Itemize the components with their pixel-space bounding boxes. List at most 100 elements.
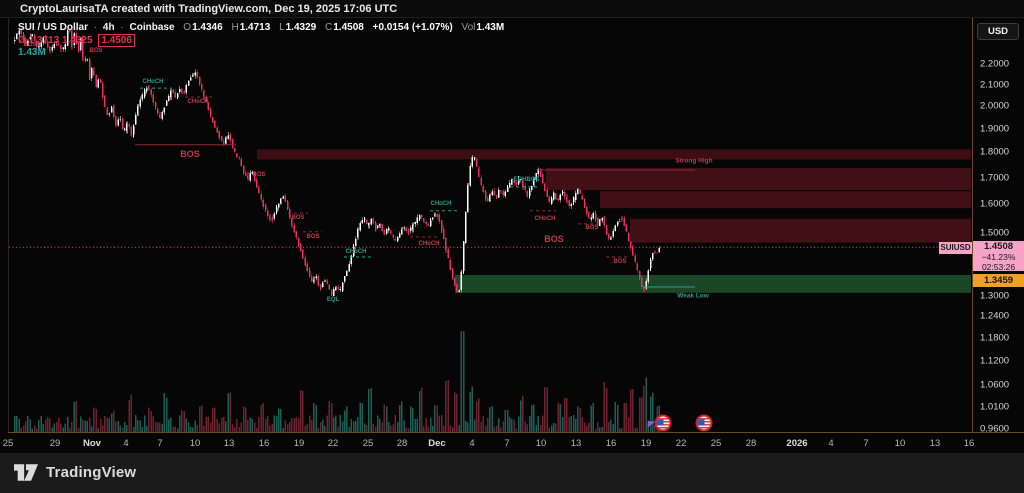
open-value: 1.4346	[192, 22, 223, 33]
symbol-row[interactable]: SUI / US Dollar · 4h · Coinbase O1.4346 …	[18, 22, 504, 33]
price-tick-label: 2.2000	[980, 58, 1010, 70]
currency-toggle-button[interactable]: USD	[977, 23, 1019, 40]
time-tick-label: 7	[157, 438, 163, 449]
price-tick-label: 1.9000	[980, 123, 1010, 134]
time-tick-label: 28	[396, 438, 408, 449]
tradingview-logo[interactable]: TradingView	[14, 464, 136, 481]
candles-layer	[14, 26, 661, 296]
structure-label-bos: BOS	[291, 215, 305, 221]
price-tick-label: 2.1000	[980, 79, 1010, 90]
high-value: 1.4713	[239, 22, 271, 33]
volume-label: Vol	[461, 22, 476, 33]
time-tick-label: 10	[894, 438, 906, 449]
price-tick-label: 1.3000	[980, 290, 1010, 302]
chart-left-border	[8, 18, 9, 453]
volume-indicator-row[interactable]: 1.43M	[18, 47, 504, 58]
alert-price-label[interactable]: 1.3459	[973, 274, 1024, 287]
indicator-row[interactable]: Ø 1.3713 1.4325 1.4506	[18, 34, 504, 47]
time-tick-label: 4	[123, 438, 129, 449]
price-tick-label: 2.0000	[980, 100, 1010, 112]
price-axis[interactable]: USD 2.2000 2.1000 2.0000 1.9000 1.8000 1.7000…	[972, 18, 1024, 435]
time-tick-label: Nov	[83, 438, 101, 449]
time-tick-label: 25	[710, 438, 722, 449]
time-tick-label: 25	[2, 438, 14, 449]
change-value: +0.0154 (+1.07%)	[372, 22, 453, 33]
supply-zone-2	[546, 168, 971, 191]
indicator-value-2: 1.4325	[61, 35, 93, 46]
structure-label-bos: BOS	[252, 172, 266, 178]
open-label: O	[183, 22, 192, 33]
structure-label-bos: BOS	[544, 234, 564, 244]
low-value: 1.4329	[285, 22, 317, 33]
time-tick-label: 4	[469, 438, 475, 449]
time-tick-label: 16	[963, 438, 975, 449]
structure-label-weak-low: Weak Low	[677, 292, 709, 300]
time-tick-label: 13	[570, 438, 582, 449]
low-label: L	[279, 22, 285, 33]
structure-label-bos: BOS	[585, 225, 599, 231]
time-tick-label: 22	[675, 438, 687, 449]
separator: ·	[93, 22, 98, 33]
attribution-text: CryptoLaurisaTA created with TradingView…	[20, 3, 398, 15]
last-price-label: 1.4508 −41.23% 02:53:26	[973, 241, 1024, 272]
structure-label-choch: CHoCH	[345, 249, 367, 255]
time-tick-label: 4	[828, 438, 834, 449]
structure-label-choch: CHoCH	[430, 201, 452, 207]
volume-value: 1.43M	[476, 22, 505, 33]
structure-label-choch: CHoCH	[142, 79, 164, 85]
price-line-symbol-tag: SUIUSD	[939, 242, 972, 254]
time-tick-label: 7	[863, 438, 869, 449]
price-tick-label: 1.6000	[980, 198, 1010, 210]
chart-legend: SUI / US Dollar · 4h · Coinbase O1.4346 …	[18, 22, 504, 58]
us-flag-event-icon[interactable]	[654, 414, 672, 432]
time-tick-label: 16	[605, 438, 617, 449]
volume-layer	[14, 331, 661, 432]
time-tick-label: 16	[258, 438, 270, 449]
time-tick-label: 19	[640, 438, 652, 449]
attribution-bar: CryptoLaurisaTA created with TradingView…	[0, 0, 1024, 18]
structure-label-strong-high: Strong High	[675, 157, 713, 165]
structure-label-bos: BOS	[89, 48, 103, 54]
structure-label-bos: BOS	[23, 42, 37, 48]
indicator-prefix: Ø	[18, 35, 26, 46]
indicator-value-1: 1.3713	[28, 35, 60, 46]
price-tick-label: 1.1200	[980, 355, 1010, 367]
structure-label-bos: BOS	[306, 234, 320, 240]
indicator-last-value: 1.4506	[98, 34, 135, 47]
high-label: H	[231, 22, 239, 33]
time-tick-label: 29	[49, 438, 61, 449]
structure-label-bos: BOS	[526, 177, 540, 183]
time-axis[interactable]: 25 29 Nov 4 7 10 13 16 19 22 25 28 Dec 4 7 10 13 16 19 22 25…	[3, 432, 1024, 454]
structure-label-bos: BOS	[613, 259, 627, 265]
close-value: 1.4508	[333, 22, 364, 33]
time-tick-label: 7	[504, 438, 510, 449]
time-tick-label: 10	[189, 438, 201, 449]
structure-label-bos: BOS	[180, 149, 200, 159]
time-tick-label: 13	[223, 438, 235, 449]
symbol-title[interactable]: SUI / US Dollar	[18, 22, 89, 33]
demand-zone	[455, 275, 971, 293]
price-tick-label: 1.7000	[980, 172, 1010, 183]
time-tick-label: 13	[929, 438, 941, 449]
time-tick-label: 10	[535, 438, 547, 449]
time-tick-label: 22	[327, 438, 339, 449]
exchange-label: Coinbase	[129, 22, 175, 33]
us-flag-event-icon[interactable]	[695, 414, 713, 432]
interval-label[interactable]: 4h	[102, 22, 115, 33]
time-tick-label: 28	[745, 438, 757, 449]
supply-zone-strong-high	[257, 149, 971, 160]
structure-label-choch: CHoCH	[187, 99, 209, 105]
last-price-value: 1.4508	[983, 241, 1014, 252]
bar-countdown: 02:53:26	[981, 262, 1016, 272]
last-price-change: −41.23%	[981, 252, 1016, 262]
structure-label-eqh: EQH	[513, 177, 527, 183]
price-tick-label: 1.0600	[980, 379, 1010, 391]
price-tick-label: 0.9600	[980, 423, 1010, 435]
tradingview-wordmark: TradingView	[46, 464, 137, 481]
price-tick-label: 1.1800	[980, 332, 1010, 344]
price-tick-label: 1.5000	[980, 227, 1010, 239]
tradingview-logo-mark	[14, 464, 38, 481]
structure-label-choch: CHoCH	[534, 216, 556, 222]
supply-zone-4	[630, 218, 971, 243]
